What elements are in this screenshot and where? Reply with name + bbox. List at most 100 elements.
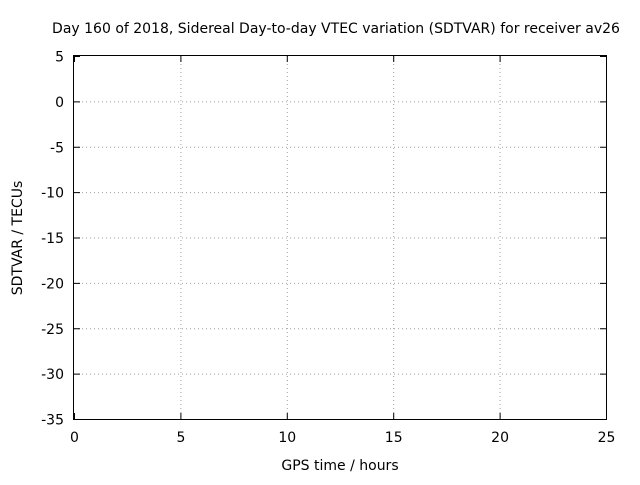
data-point	[530, 76, 539, 85]
data-point	[224, 101, 233, 110]
data-point	[549, 78, 558, 87]
data-point	[128, 96, 137, 105]
data-point	[317, 94, 326, 103]
data-point	[540, 72, 549, 81]
data-point	[304, 107, 313, 116]
data-point	[313, 101, 322, 110]
data-point	[144, 94, 153, 103]
data-point	[309, 348, 318, 357]
data-point	[306, 354, 315, 363]
data-point	[492, 78, 501, 87]
data-point	[295, 118, 304, 127]
data-point	[212, 113, 221, 122]
data-point	[254, 99, 263, 108]
data-point	[304, 367, 313, 376]
data-point	[133, 98, 142, 107]
data-point	[320, 248, 329, 257]
data-point	[417, 93, 426, 102]
data-point	[304, 366, 313, 375]
data-point	[300, 382, 309, 391]
data-point	[101, 93, 110, 102]
data-point	[429, 90, 438, 99]
data-point	[317, 305, 326, 314]
data-point	[323, 240, 332, 249]
data-point	[518, 70, 527, 79]
data-point	[310, 336, 319, 345]
data-point	[183, 116, 192, 125]
x-tick-label: 5	[176, 430, 185, 446]
data-point	[276, 94, 285, 103]
data-point	[537, 80, 546, 89]
data-point	[301, 382, 310, 391]
data-point	[524, 68, 533, 77]
data-point	[166, 108, 175, 117]
data-point	[131, 94, 140, 103]
data-point	[253, 103, 262, 112]
y-tick-label: -15	[41, 231, 64, 247]
data-point	[502, 73, 511, 82]
data-point	[521, 70, 530, 79]
x-tick-label: 10	[278, 430, 296, 446]
data-point	[310, 341, 319, 350]
data-point	[533, 74, 542, 83]
data-point	[301, 380, 310, 389]
data-point	[280, 101, 289, 110]
data-point	[514, 65, 523, 74]
data-point	[325, 235, 334, 244]
data-point	[173, 115, 182, 124]
data-point	[161, 109, 170, 118]
data-point	[461, 74, 470, 83]
data-point	[516, 64, 525, 73]
data-point	[543, 71, 552, 80]
data-point	[321, 86, 330, 95]
data-point	[277, 99, 286, 108]
data-point	[208, 109, 217, 118]
data-point	[327, 230, 336, 239]
data-point	[129, 94, 138, 103]
data-point	[309, 345, 318, 354]
data-point	[552, 74, 561, 83]
data-point	[416, 94, 425, 103]
data-point	[307, 349, 316, 358]
y-tick-label: -20	[41, 276, 64, 292]
data-point	[287, 90, 296, 99]
data-point	[162, 108, 171, 117]
data-point	[322, 92, 331, 101]
data-point	[75, 101, 84, 110]
data-point	[180, 118, 189, 127]
chart-title: Day 160 of 2018, Sidereal Day-to-day VTE…	[52, 21, 620, 37]
data-point	[247, 101, 256, 110]
data-point	[251, 104, 260, 113]
data-point	[302, 376, 311, 385]
data-point	[76, 102, 85, 111]
data-point	[179, 114, 188, 123]
data-point	[309, 342, 318, 351]
data-point	[316, 311, 325, 320]
data-point	[71, 103, 80, 112]
data-point	[284, 99, 293, 108]
data-point	[220, 106, 229, 115]
data-point	[496, 81, 505, 90]
data-point	[226, 107, 235, 116]
data-point	[288, 90, 297, 99]
data-point	[329, 226, 338, 235]
data-point	[453, 79, 462, 88]
data-point	[103, 91, 112, 100]
data-point	[307, 109, 316, 118]
data-point	[540, 73, 549, 82]
y-tick-label: -35	[41, 413, 64, 429]
data-point	[478, 89, 487, 98]
data-point	[429, 82, 438, 91]
data-point	[195, 103, 204, 112]
data-point	[311, 332, 320, 341]
data-point	[79, 100, 88, 109]
data-point	[322, 241, 331, 250]
data-point	[156, 107, 165, 116]
data-point	[300, 384, 309, 393]
data-point	[306, 361, 315, 370]
data-point	[331, 113, 340, 122]
data-point	[526, 78, 535, 87]
data-point	[298, 394, 307, 403]
y-axis-label: SDTVAR / TECUs	[10, 181, 26, 296]
data-point	[330, 225, 339, 234]
